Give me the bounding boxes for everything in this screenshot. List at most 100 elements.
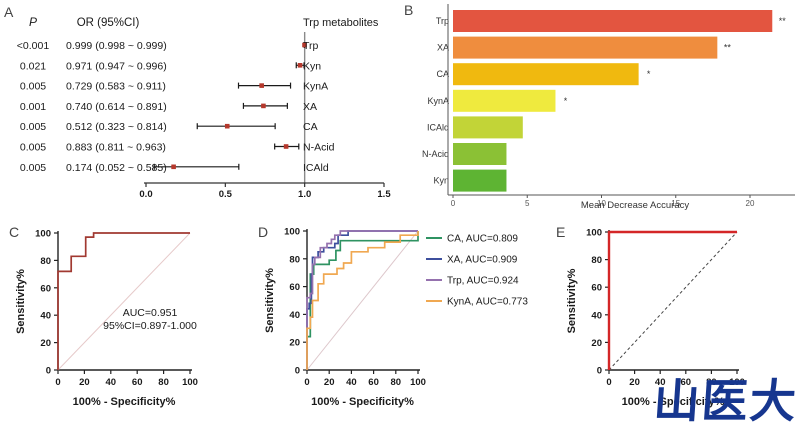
auc-annotation: AUC=0.951	[123, 307, 178, 319]
column-header-metabolites: Trp metabolites	[303, 17, 379, 29]
x-tick-label: 40	[655, 377, 666, 388]
column-header-or: OR (95%CI)	[77, 17, 140, 29]
bar-n-acid	[453, 143, 507, 165]
x-axis-title: 100% - Specificity%	[73, 396, 176, 408]
diagonal-reference-line	[306, 230, 419, 371]
y-tick-label: 100	[284, 227, 300, 238]
y-tick-label: 0	[295, 366, 300, 377]
y-tick-label: 60	[40, 283, 51, 294]
panel-a-label: A	[4, 4, 14, 20]
column-header-p: P	[29, 15, 37, 29]
bar-kyna	[453, 89, 556, 112]
y-tick-label: 80	[591, 255, 602, 266]
x-tick-label: 40	[106, 377, 117, 388]
y-tick-label: 20	[289, 338, 300, 349]
bar-ca	[453, 63, 639, 86]
bar-category-label: Trp	[436, 16, 449, 26]
bar-category-label: CA	[436, 69, 449, 79]
or-ci-text: 0.883 (0.811 ~ 0.963)	[66, 142, 166, 154]
legend-label: CA, AUC=0.809	[447, 234, 518, 245]
metabolite-label: Kyn	[303, 60, 321, 72]
panel-b-label: B	[404, 2, 414, 18]
x-tick-label: 1.5	[377, 189, 391, 200]
or-marker	[297, 63, 303, 68]
x-tick-label: 5	[525, 199, 530, 208]
y-axis-title: Sensitivity%	[566, 268, 578, 333]
y-tick-label: 80	[289, 254, 300, 265]
x-axis-title: Mean Decrease Accuracy	[581, 200, 689, 211]
or-marker	[224, 123, 230, 129]
panel-c-label: C	[9, 224, 20, 240]
y-tick-label: 80	[40, 256, 51, 267]
x-tick-label: 60	[132, 377, 143, 388]
roc-curve-roc	[57, 232, 190, 370]
x-tick-label: 20	[79, 377, 90, 388]
metabolite-label: KynA	[303, 81, 328, 93]
significance-stars: **	[779, 16, 787, 26]
p-value: <0.001	[17, 40, 50, 52]
x-tick-label: 0	[55, 377, 60, 388]
significance-stars: **	[724, 43, 732, 53]
p-value: 0.005	[20, 121, 46, 133]
or-marker	[171, 164, 176, 170]
p-value: 0.001	[20, 101, 46, 113]
or-marker	[259, 83, 264, 88]
y-tick-label: 60	[289, 282, 300, 293]
metabolite-label: CA	[303, 121, 318, 133]
p-value: 0.005	[20, 142, 46, 154]
x-tick-label: 60	[681, 377, 692, 388]
y-tick-label: 20	[40, 338, 51, 349]
x-tick-label: 0	[606, 377, 611, 388]
auc-annotation: 95%CI=0.897-1.000	[103, 320, 197, 332]
or-ci-text: 0.729 (0.583 ~ 0.911)	[66, 81, 166, 93]
y-tick-label: 40	[591, 310, 602, 321]
bar-xa	[453, 36, 718, 59]
bar-trp	[453, 10, 773, 32]
roc-curve-kyna	[306, 231, 419, 370]
roc-curve-roc	[607, 230, 737, 370]
x-tick-label: 80	[158, 377, 169, 388]
x-tick-label: 20	[324, 377, 335, 388]
diagonal-reference-line	[57, 232, 191, 371]
legend-label: KynA, AUC=0.773	[447, 297, 528, 308]
x-tick-label: 0.0	[139, 189, 152, 200]
x-tick-label: 40	[346, 377, 357, 388]
x-axis-title: 100% - Specificity%	[311, 396, 414, 408]
x-tick-label: 100	[410, 377, 426, 388]
x-tick-label: 0	[451, 199, 456, 208]
roc-chart-panel-c: 0 20 40 60 80 100 0 20 40 60 80 100 Sensitivity% 100%…	[15, 229, 198, 409]
bar-category-label: XA	[437, 43, 449, 53]
x-tick-label: 1.0	[298, 189, 311, 200]
y-axis-title: Sensitivity%	[264, 268, 276, 333]
x-tick-label: 0.5	[219, 189, 233, 200]
significance-stars: *	[647, 69, 651, 79]
x-tick-label: 20	[629, 377, 640, 388]
legend-label: XA, AUC=0.909	[447, 255, 518, 266]
roc-chart-panel-e: 0 20 40 60 80 100 0 20 40 60 80 100 Sensitivity% 100%…	[566, 228, 745, 409]
bar-category-label: Kyn	[433, 176, 449, 186]
y-tick-label: 20	[591, 338, 602, 349]
x-tick-label: 0	[304, 377, 309, 388]
metabolite-label: XA	[303, 101, 317, 113]
x-tick-label: 80	[706, 377, 717, 388]
or-ci-text: 0.512 (0.323 ~ 0.814)	[66, 121, 167, 133]
y-tick-label: 40	[289, 310, 300, 321]
roc-chart-panel-d: 0 20 40 60 80 100 0 20 40 60 80 100 Sensitivity% 100%…	[264, 227, 528, 409]
x-tick-label: 60	[368, 377, 379, 388]
x-tick-label: 80	[391, 377, 402, 388]
bar-kyn	[453, 169, 507, 192]
or-marker	[283, 144, 289, 149]
x-tick-label: 10	[597, 199, 606, 208]
watermark-text: 山医大	[651, 374, 800, 425]
or-ci-text: 0.999 (0.998 ~ 0.999)	[66, 40, 167, 52]
x-tick-label: 100	[729, 377, 745, 388]
y-tick-label: 100	[586, 228, 602, 239]
panel-d-label: D	[258, 224, 269, 240]
or-ci-text: 0.740 (0.614 ~ 0.891)	[66, 101, 167, 113]
diagonal-reference-line	[608, 231, 738, 371]
metabolite-label: ICAld	[303, 162, 329, 174]
metabolite-label: Trp	[303, 40, 319, 52]
x-tick-label: 15	[671, 199, 680, 208]
metabolite-label: N-Acid	[303, 142, 335, 154]
